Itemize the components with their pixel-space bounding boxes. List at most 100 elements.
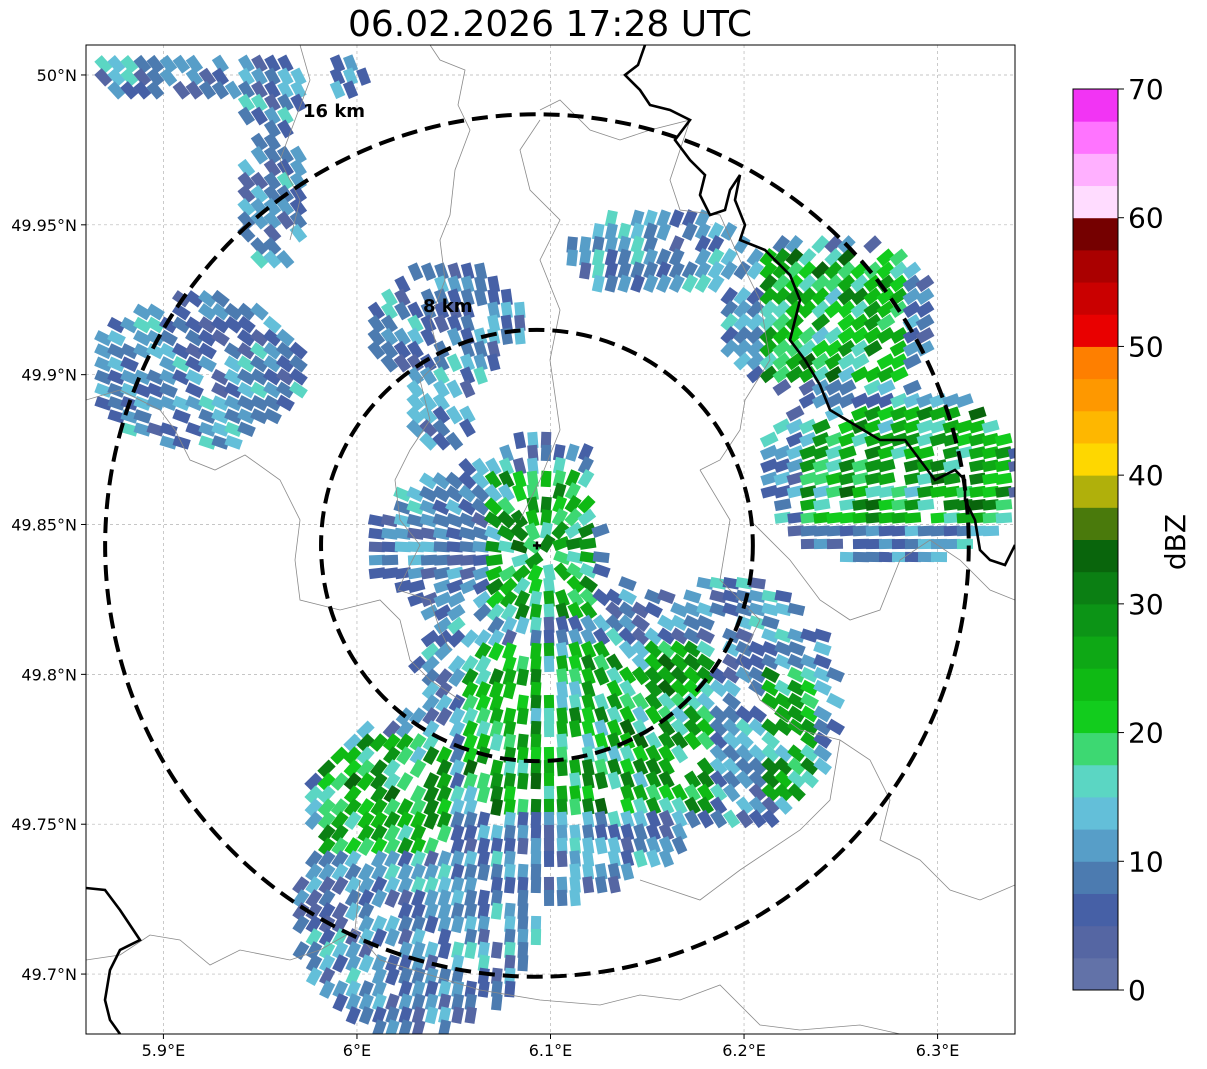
reflectivity-bin <box>543 798 555 816</box>
reflectivity-bin <box>773 484 792 499</box>
reflectivity-bin <box>397 902 413 921</box>
reflectivity-bin <box>696 718 715 737</box>
reflectivity-bin <box>461 668 479 687</box>
reflectivity-bin <box>772 352 792 371</box>
colorbar-tick-label: 50 <box>1128 330 1164 363</box>
reflectivity-bin <box>837 313 857 332</box>
reflectivity-bin <box>447 288 462 307</box>
reflectivity-bin <box>645 823 661 842</box>
reflectivity-bin <box>670 679 689 698</box>
reflectivity-bin <box>371 993 387 1012</box>
reflectivity-bin <box>746 261 765 280</box>
reflectivity-bin <box>432 405 451 425</box>
reflectivity-bin <box>159 369 178 386</box>
reflectivity-bin <box>211 368 230 386</box>
reflectivity-bin <box>198 435 217 450</box>
reflectivity-bin <box>436 746 453 765</box>
reflectivity-bin <box>471 470 490 490</box>
reflectivity-bin <box>458 526 477 541</box>
reflectivity-bin <box>733 234 751 254</box>
reflectivity-bin <box>565 443 580 462</box>
reflectivity-bin <box>955 419 974 434</box>
reflectivity-bin <box>619 679 636 699</box>
reflectivity-bin <box>683 614 702 631</box>
colorbar-frame <box>1072 88 1119 991</box>
reflectivity-bin <box>902 274 922 293</box>
reflectivity-bin <box>839 551 857 563</box>
reflectivity-bin <box>645 770 662 790</box>
reflectivity-bin <box>512 470 527 489</box>
reflectivity-bin <box>185 422 204 437</box>
reflectivity-bin <box>446 541 464 553</box>
reflectivity-bin <box>407 327 424 347</box>
reflectivity-bin <box>577 456 594 475</box>
reflectivity-bin <box>477 863 491 882</box>
reflectivity-bin <box>407 579 426 594</box>
reflectivity-bin <box>556 785 568 803</box>
reflectivity-bin <box>460 262 475 281</box>
reflectivity-bin <box>733 326 752 345</box>
reflectivity-bin <box>419 513 438 528</box>
reflectivity-bin <box>657 627 677 645</box>
reflectivity-bin <box>292 941 310 960</box>
reflectivity-bin <box>785 405 805 422</box>
reflectivity-bin <box>511 553 530 568</box>
reflectivity-bin <box>120 382 139 398</box>
reflectivity-bin <box>450 863 465 882</box>
reflectivity-bin <box>450 902 465 921</box>
reflectivity-bin <box>358 1006 374 1025</box>
reflectivity-bin <box>759 365 779 384</box>
reflectivity-bin <box>722 666 742 684</box>
reflectivity-bin <box>620 797 635 816</box>
reflectivity-bin <box>437 980 452 999</box>
reflectivity-bin <box>357 876 375 895</box>
reflectivity-bin <box>620 823 635 842</box>
colorbar-segment <box>1073 153 1118 187</box>
reflectivity-bin <box>292 889 310 909</box>
reflectivity-bin <box>372 1019 387 1034</box>
reflectivity-bin <box>332 941 349 960</box>
reflectivity-bin <box>172 80 191 100</box>
reflectivity-bin <box>470 498 490 516</box>
reflectivity-bin <box>981 432 1000 447</box>
reflectivity-bin <box>382 733 401 752</box>
reflectivity-bin <box>448 694 466 713</box>
reflectivity-bin <box>276 210 295 230</box>
reflectivity-bin <box>694 235 712 254</box>
reflectivity-bin <box>785 248 804 267</box>
reflectivity-bin <box>538 533 556 553</box>
reflectivity-bin <box>618 640 637 660</box>
reflectivity-bin <box>433 314 450 334</box>
reflectivity-bin <box>342 54 359 73</box>
reflectivity-bin <box>981 419 1000 434</box>
reflectivity-bin <box>917 485 935 498</box>
reflectivity-bin <box>398 967 413 986</box>
reflectivity-bin <box>504 928 516 946</box>
reflectivity-bin <box>593 666 610 686</box>
reflectivity-bin <box>510 523 529 542</box>
reflectivity-bin <box>433 541 451 553</box>
reflectivity-bin <box>250 328 269 347</box>
reflectivity-bin <box>459 405 476 425</box>
reflectivity-bin <box>370 850 388 869</box>
colorbar-tick-label: 20 <box>1128 717 1164 750</box>
reflectivity-bin <box>785 352 805 371</box>
reflectivity-bin <box>318 863 336 883</box>
reflectivity-bin <box>146 422 165 437</box>
reflectivity-bin <box>813 744 833 762</box>
reflectivity-bin <box>224 395 243 412</box>
reflectivity-bin <box>393 327 411 347</box>
reflectivity-bin <box>850 392 870 409</box>
reflectivity-bin <box>438 993 452 1012</box>
reflectivity-bin <box>210 329 230 347</box>
reflectivity-bin <box>798 339 818 358</box>
reflectivity-bin <box>329 67 346 87</box>
reflectivity-bin <box>421 642 440 661</box>
reflectivity-bin <box>396 733 414 753</box>
reflectivity-bin <box>317 824 336 843</box>
reflectivity-bin <box>394 301 411 321</box>
reflectivity-bin <box>432 513 451 528</box>
reflectivity-bin <box>159 329 178 347</box>
reflectivity-bin <box>474 655 492 674</box>
reflectivity-bin <box>709 757 728 777</box>
